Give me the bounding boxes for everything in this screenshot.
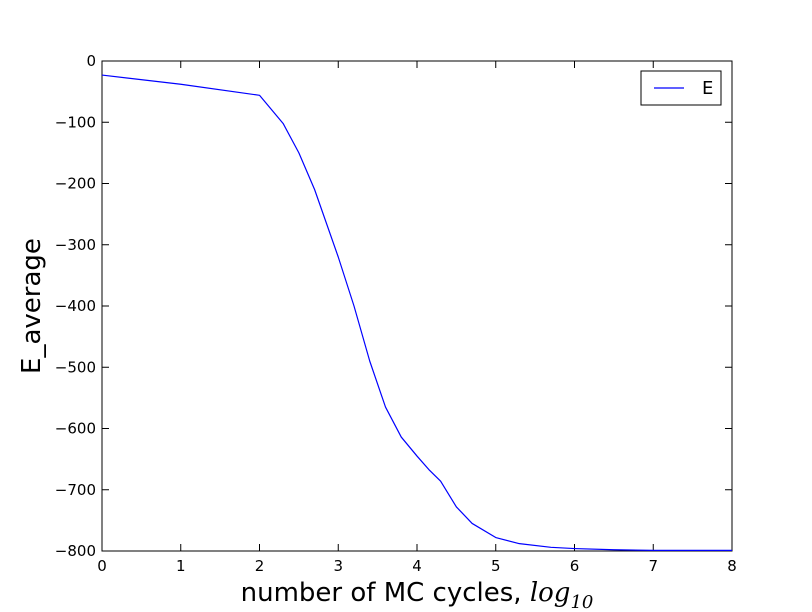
y-tick-label: −400 — [55, 297, 96, 315]
x-tick-label: 8 — [727, 557, 737, 575]
y-tick-label: −200 — [55, 175, 96, 193]
series-line-e — [101, 74, 732, 551]
x-axis-label-math: log — [530, 578, 571, 608]
x-tick-label: 0 — [97, 557, 107, 575]
y-tick-label: −600 — [55, 420, 96, 438]
x-tick-label: 7 — [648, 557, 658, 575]
y-tick-label: −300 — [55, 236, 96, 254]
y-tick-label: −800 — [55, 542, 96, 560]
y-axis-label: E_average — [17, 238, 47, 374]
y-tick-label: 0 — [86, 52, 96, 70]
x-tick-label: 1 — [176, 557, 186, 575]
x-tick-label: 4 — [412, 557, 422, 575]
plot-area — [101, 60, 733, 552]
legend-entry-e: E — [702, 78, 713, 99]
y-tick-label: −100 — [55, 113, 96, 131]
y-tick-label: −500 — [55, 358, 96, 376]
x-tick-label: 2 — [255, 557, 265, 575]
x-tick-label: 5 — [491, 557, 501, 575]
x-axis-label: number of MC cycles, log10 — [241, 578, 594, 612]
y-tick-label: −700 — [55, 481, 96, 499]
x-axis-label-subscript: 10 — [570, 592, 593, 612]
series-layer — [101, 74, 732, 551]
x-tick-label: 6 — [570, 557, 580, 575]
x-axis-label-text: number of MC cycles, — [241, 578, 530, 608]
y-axis-ticks: 0 −100 −200 −300 −400 −500 −600 −700 −800 — [55, 52, 732, 560]
x-tick-label: 3 — [333, 557, 343, 575]
x-axis-ticks: 0 1 2 3 4 5 6 7 8 — [97, 61, 737, 575]
legend: E — [640, 70, 722, 106]
